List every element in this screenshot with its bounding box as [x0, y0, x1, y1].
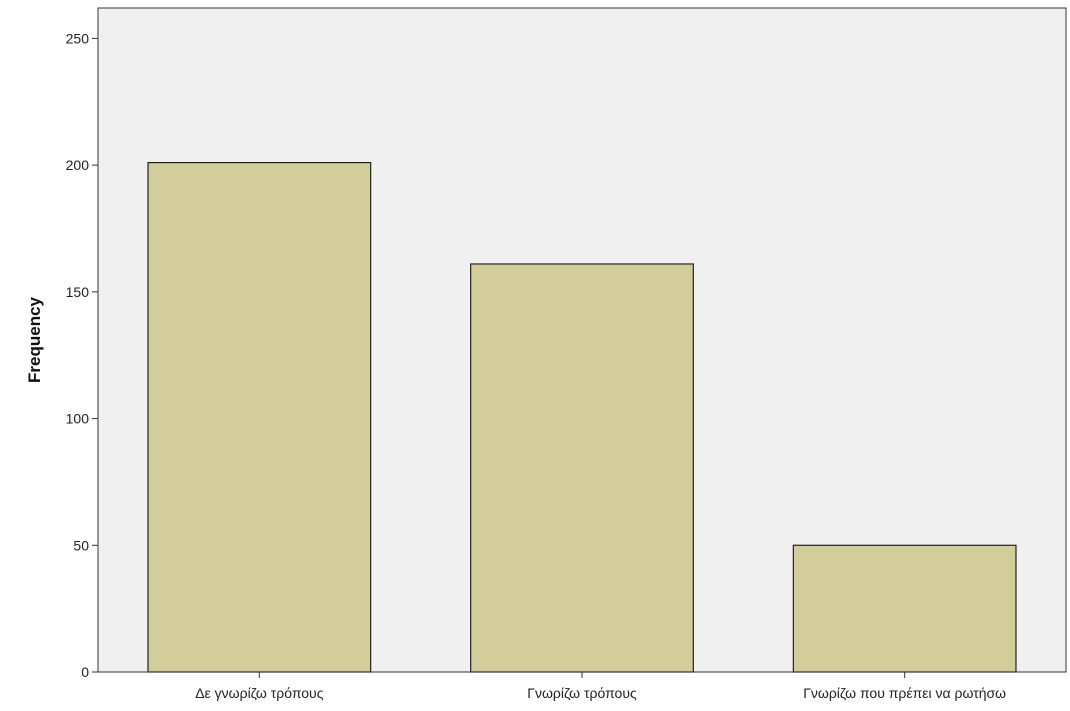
- bar-3: [792, 544, 1017, 673]
- bar-1: [147, 161, 372, 673]
- y-axis-title: Frequency: [25, 296, 44, 383]
- y-axis-ticks: 0 50 100 150 200 250: [66, 30, 98, 680]
- y-tick-label: 250: [66, 30, 90, 46]
- y-tick-label: 0: [81, 664, 89, 680]
- y-tick-label: 50: [73, 537, 89, 553]
- bars-group: [147, 161, 1017, 673]
- y-tick-label: 150: [66, 284, 90, 300]
- x-tick-label: Γνωρίζω τρόπους: [527, 685, 637, 701]
- y-tick-label: 100: [66, 411, 90, 427]
- bar-2: [470, 263, 694, 673]
- x-tick-label: Γνωρίζω που πρέπει να ρωτήσω: [803, 685, 1006, 701]
- x-axis-ticks: Δε γνωρίζω τρόπους Γνωρίζω τρόπους Γνωρίζω…: [195, 672, 1006, 701]
- y-tick-label: 200: [66, 157, 90, 173]
- x-tick-label: Δε γνωρίζω τρόπους: [195, 685, 324, 701]
